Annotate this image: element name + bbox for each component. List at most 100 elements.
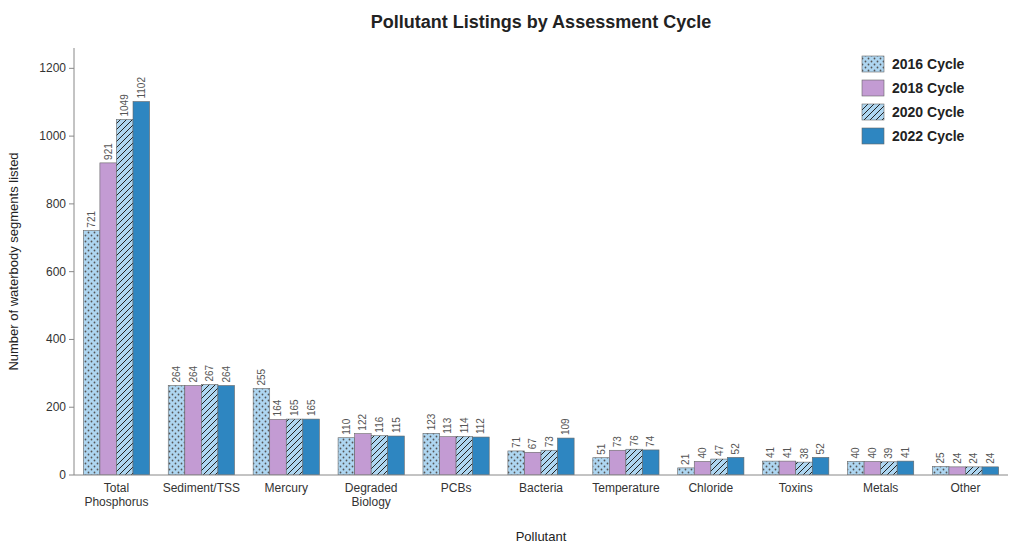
y-tick-label: 1200 [39, 61, 66, 75]
bar [508, 451, 525, 475]
bar [388, 436, 405, 475]
x-tick-label: Temperature [592, 481, 660, 495]
data-label: 40 [867, 447, 878, 459]
bar [763, 461, 780, 475]
data-label: 123 [426, 413, 437, 430]
bars [83, 102, 998, 475]
data-label: 114 [459, 417, 470, 433]
data-label: 51 [596, 443, 607, 455]
legend-label: 2022 Cycle [892, 128, 965, 144]
legend-swatch [862, 56, 884, 72]
bar [626, 449, 643, 475]
chart-container: Pollutant Listings by Assessment Cycle02… [0, 0, 1024, 555]
x-tick-label: Bacteria [519, 481, 563, 495]
bar [779, 461, 796, 475]
y-tick-label: 1000 [39, 129, 66, 143]
bar [881, 462, 898, 475]
y-tick [69, 271, 74, 272]
bar [270, 419, 287, 475]
data-label: 73 [544, 436, 555, 448]
data-label: 21 [680, 453, 691, 465]
data-label: 73 [612, 436, 623, 448]
x-tick-label: Metals [863, 481, 898, 495]
bar [796, 462, 813, 475]
x-tick-label: DegradedBiology [345, 481, 398, 509]
bar [83, 231, 100, 475]
y-tick-label: 400 [46, 332, 66, 346]
x-tick-label: Toxins [779, 481, 813, 495]
bar [286, 419, 303, 475]
data-label: 52 [815, 443, 826, 455]
bar [812, 457, 829, 475]
bar [711, 459, 728, 475]
bar [133, 102, 150, 475]
data-label: 41 [765, 447, 776, 459]
data-label: 74 [645, 435, 656, 447]
y-tick [69, 203, 74, 204]
x-axis-line [74, 475, 1008, 476]
data-label: 40 [697, 447, 708, 459]
data-label: 52 [730, 443, 741, 455]
x-tick-label: PCBs [441, 481, 472, 495]
data-label: 255 [256, 368, 267, 385]
y-axis-line [74, 48, 75, 475]
bar [678, 468, 695, 475]
x-axis-label: Pollutant [516, 529, 567, 544]
bar [609, 450, 626, 475]
chart-svg: Pollutant Listings by Assessment Cycle02… [0, 0, 1024, 555]
data-label: 165 [289, 399, 300, 416]
data-label: 112 [475, 418, 486, 434]
y-tick [69, 339, 74, 340]
legend-swatch [862, 128, 884, 144]
bar [848, 461, 865, 475]
data-label: 267 [204, 364, 215, 381]
data-label: 113 [442, 417, 453, 433]
bar [593, 458, 610, 475]
data-label: 39 [883, 447, 894, 459]
legend-swatch [862, 104, 884, 120]
y-axis-label: Number of waterbody segments listed [6, 152, 21, 370]
data-label: 264 [171, 365, 182, 382]
bar [338, 438, 355, 475]
bar [100, 163, 117, 475]
y-tick-label: 800 [46, 197, 66, 211]
y-tick [69, 68, 74, 69]
x-tick-label: Sediment/TSS [163, 481, 240, 495]
bar [558, 438, 575, 475]
bar [524, 452, 541, 475]
bar [897, 461, 914, 475]
bar [185, 386, 202, 475]
y-tick-label: 200 [46, 400, 66, 414]
data-label: 41 [782, 447, 793, 459]
bar [355, 434, 372, 475]
data-label: 264 [188, 365, 199, 382]
bar [864, 461, 881, 475]
bar [423, 433, 440, 475]
data-label: 67 [527, 438, 538, 450]
data-label: 264 [221, 365, 232, 382]
data-label: 164 [272, 399, 283, 416]
bar [116, 120, 133, 475]
x-tick-label: TotalPhosphorus [84, 481, 148, 509]
data-label: 47 [714, 445, 725, 457]
data-label: 721 [86, 211, 97, 228]
legend-swatch [862, 80, 884, 96]
data-label: 24 [985, 452, 996, 464]
data-label: 109 [560, 418, 571, 435]
bar [218, 386, 235, 475]
y-tick-label: 0 [59, 468, 66, 482]
data-label: 1049 [119, 94, 130, 117]
bar [694, 461, 711, 475]
bar [253, 389, 270, 475]
data-label: 165 [306, 399, 317, 416]
y-tick [69, 407, 74, 408]
bar [949, 467, 966, 475]
bar [168, 386, 185, 475]
data-label: 110 [341, 418, 352, 434]
data-label: 71 [511, 436, 522, 448]
bar [473, 437, 490, 475]
x-tick-label: Chloride [688, 481, 733, 495]
y-tick-label: 600 [46, 265, 66, 279]
bar [440, 437, 457, 475]
bar [982, 467, 999, 475]
